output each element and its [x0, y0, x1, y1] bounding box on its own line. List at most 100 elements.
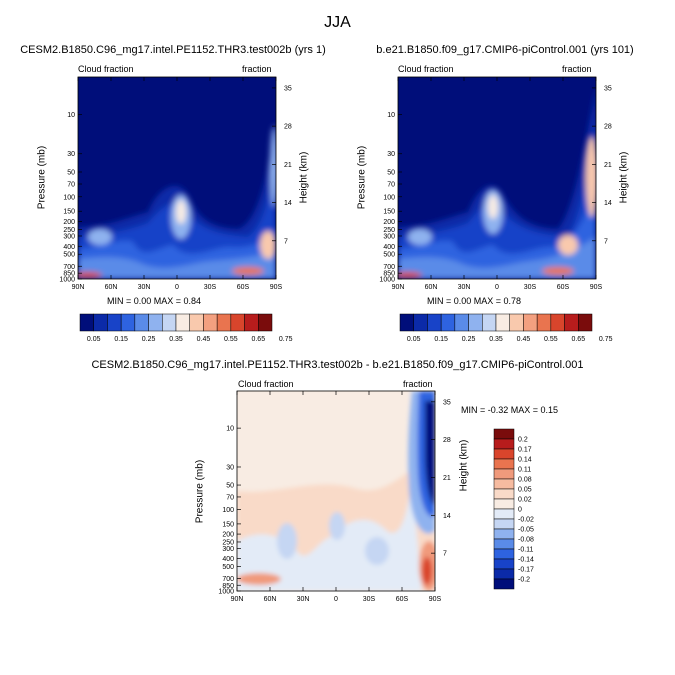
- x-tick-label: 90N: [72, 284, 85, 291]
- y-tick-label: 10: [67, 112, 75, 119]
- panel2-contour-c: [398, 187, 596, 279]
- y-tick-label: 1000: [218, 589, 234, 596]
- y-tick-label: 30: [387, 151, 395, 158]
- colorbar-label: 0.65: [251, 336, 265, 343]
- y-tick-label: 400: [383, 244, 395, 251]
- panel2-blob-southlow: [542, 267, 574, 275]
- y-right-tick-label: 14: [443, 513, 451, 520]
- y-tick-label: 150: [63, 209, 75, 216]
- x-tick-label: 30S: [524, 284, 537, 291]
- colorbar-label: 0.65: [571, 336, 585, 343]
- colorbar3-label: -0.2: [518, 577, 530, 584]
- x-tick-label: 60N: [425, 284, 438, 291]
- panel3-plot: 90N 60N 30N 0 30S 60S 90S103050701001502002503…: [218, 390, 451, 603]
- x-tick-label: 90N: [231, 596, 244, 603]
- y-right-tick-label: 35: [443, 399, 451, 406]
- y-right-tick-label: 21: [284, 162, 292, 169]
- y-tick-label: 850: [383, 271, 395, 278]
- colorbar3-swatch: [493, 548, 515, 560]
- colorbar-swatch: [399, 313, 414, 332]
- colorbar-label: 0.05: [407, 336, 421, 343]
- x-tick-label: 60S: [237, 284, 250, 291]
- colorbar3-label: 0.17: [518, 447, 532, 454]
- y-tick-label: 200: [383, 219, 395, 226]
- y-tick-label: 50: [387, 169, 395, 176]
- colorbar-swatch: [216, 313, 232, 332]
- panel1-subtitle-left: Cloud fraction: [78, 64, 134, 74]
- colorbar-swatch: [440, 313, 456, 332]
- x-tick-label: 90S: [429, 596, 442, 603]
- panel2-minmax: MIN = 0.00 MAX = 0.78: [427, 296, 522, 306]
- y-right-tick-label: 14: [284, 200, 292, 207]
- y-tick-label: 150: [383, 209, 395, 216]
- panel3-title: CESM2.B1850.C96_mg17.intel.PE1152.THR3.t…: [91, 359, 584, 371]
- colorbar-swatch: [148, 313, 163, 332]
- panel3-subtitle-right: fraction: [403, 379, 433, 389]
- y-tick-label: 30: [226, 464, 234, 471]
- panel3-contour-antarctic-3: [425, 401, 435, 506]
- y-tick-label: 500: [383, 252, 395, 259]
- x-tick-label: 30S: [204, 284, 217, 291]
- y-tick-label: 250: [63, 227, 75, 234]
- colorbar-label: 0.35: [169, 336, 183, 343]
- colorbar-label: 0.45: [517, 336, 531, 343]
- y-right-tick-label: 35: [604, 85, 612, 92]
- panel2-ylabel-right: Height (km): [618, 151, 630, 204]
- y-right-tick-label: 21: [604, 162, 612, 169]
- colorbar-label: 0.25: [142, 336, 156, 343]
- y-tick-label: 700: [222, 576, 234, 583]
- colorbar-label: 0.05: [87, 336, 101, 343]
- colorbar-label: 0.75: [599, 336, 613, 343]
- panel3-minmax: MIN = -0.32 MAX = 0.15: [461, 405, 559, 415]
- y-tick-label: 300: [383, 233, 395, 240]
- y-tick-label: 150: [222, 521, 234, 528]
- panel3-subtitle-left: Cloud fraction: [238, 379, 294, 389]
- panel1-blob-south: [260, 231, 276, 259]
- x-tick-label: 90S: [270, 284, 283, 291]
- x-tick-label: 60N: [264, 596, 277, 603]
- colorbar3-swatch: [493, 468, 515, 480]
- y-tick-label: 250: [383, 227, 395, 234]
- y-tick-label: 850: [222, 583, 234, 590]
- y-tick-label: 70: [226, 494, 234, 501]
- panel3-blob-southlow-core: [422, 557, 432, 585]
- y-tick-label: 100: [63, 194, 75, 201]
- colorbar3-label: -0.05: [518, 527, 534, 534]
- y-tick-label: 500: [222, 564, 234, 571]
- panel3-colorbar: 0.2 0.17 0.14 0.11 0.08 0.05 0.02 0 -0.02 -0.05 -0…: [493, 428, 534, 590]
- colorbar-label: 0.35: [489, 336, 503, 343]
- y-tick-label: 1000: [59, 277, 75, 284]
- colorbar3-label: -0.17: [518, 567, 534, 574]
- panel3-blob-c: [365, 537, 389, 565]
- colorbar3-swatch: [493, 428, 515, 440]
- colorbar3-label: -0.02: [518, 517, 534, 524]
- colorbar-swatch: [230, 313, 245, 332]
- colorbar3-label: -0.14: [518, 557, 534, 564]
- colorbar-swatch: [120, 313, 136, 332]
- colorbar3-swatch: [493, 448, 515, 460]
- panel2-blob-arctic: [408, 229, 432, 245]
- panel2-ticks: 90N 60N 30N 0 30S 60S 90S103050701001502002503…: [379, 77, 612, 291]
- colorbar3-label: 0.02: [518, 497, 532, 504]
- panel1-subtitle-right: fraction: [242, 64, 272, 74]
- colorbar3-swatch: [493, 538, 515, 550]
- panel2-title: b.e21.B1850.f09_g17.CMIP6-piControl.001 …: [376, 44, 634, 56]
- colorbar-swatch: [564, 313, 579, 332]
- colorbar3-swatch: [493, 508, 515, 520]
- colorbar3-label: -0.08: [518, 537, 534, 544]
- colorbar3-swatch: [493, 498, 515, 510]
- panel1-blob-southlow: [232, 267, 264, 275]
- x-tick-label: 30N: [297, 596, 310, 603]
- panel2-blob-northlow: [398, 272, 422, 278]
- colorbar-swatch: [413, 313, 428, 332]
- colorbar-swatch: [536, 313, 552, 332]
- colorbar3-label: 0.14: [518, 457, 532, 464]
- colorbar3-swatch: [493, 578, 515, 590]
- colorbar-swatch: [427, 313, 442, 332]
- x-tick-label: 30S: [363, 596, 376, 603]
- panel2-blob-tropics-core: [488, 195, 498, 219]
- x-tick-label: 30N: [138, 284, 151, 291]
- panel2-colorbar: 0.05 0.15 0.25 0.35 0.45 0.55 0.65 0.75: [399, 313, 613, 343]
- panel1-minmax: MIN = 0.00 MAX = 0.84: [107, 296, 202, 306]
- colorbar3-label: 0.05: [518, 487, 532, 494]
